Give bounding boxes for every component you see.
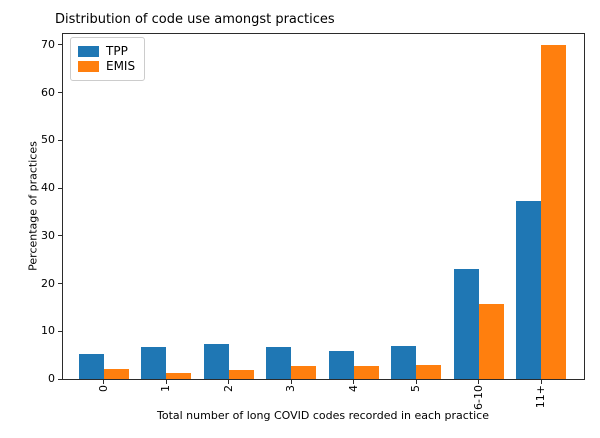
y-tick-label: 40: [41, 181, 55, 195]
y-tick-label: 70: [41, 37, 55, 51]
x-tick-label: 0: [96, 385, 110, 392]
y-tick-mark: [58, 139, 62, 141]
x-tick-label: 11+: [534, 385, 547, 409]
bar-tpp-4: [328, 351, 354, 379]
x-tick-mark: [103, 380, 104, 384]
y-tick-mark: [58, 235, 62, 237]
x-tick-label: 2: [221, 385, 235, 392]
x-tick-mark: [415, 380, 417, 384]
x-tick-label: 4: [346, 385, 360, 392]
y-tick-mark: [58, 92, 62, 94]
x-tick-label: 1: [159, 385, 172, 392]
bar-tpp-1: [141, 347, 166, 379]
y-tick-label: 50: [41, 133, 55, 147]
y-tick-mark: [58, 330, 62, 332]
legend-item-tpp: TPP: [78, 45, 135, 58]
y-tick-mark: [58, 283, 62, 285]
x-tick-mark: [165, 380, 167, 384]
plot-area: [62, 33, 585, 380]
legend: TPP EMIS: [70, 37, 146, 81]
bar-emis-3: [291, 366, 316, 379]
bar-emis-11+: [541, 45, 566, 379]
y-tick-label: 0: [48, 372, 55, 385]
legend-label: TPP: [106, 44, 128, 58]
x-tick-mark: [540, 380, 542, 384]
x-tick-mark: [228, 380, 229, 384]
bar-tpp-0: [78, 354, 104, 379]
chart-title: Distribution of code use amongst practic…: [55, 12, 335, 27]
bar-emis-0: [103, 369, 129, 379]
x-tick-mark: [353, 380, 354, 384]
x-axis-label: Total number of long COVID codes recorde…: [157, 409, 489, 422]
y-tick-mark: [58, 378, 62, 380]
legend-swatch-icon: [78, 46, 99, 57]
bar-emis-6-10: [478, 304, 504, 379]
legend-label: EMIS: [106, 59, 136, 73]
bar-emis-4: [353, 366, 379, 379]
bar-emis-2: [228, 370, 254, 379]
y-tick-label: 60: [41, 85, 55, 99]
y-tick-mark: [58, 187, 62, 189]
x-tick-label: 5: [409, 385, 422, 392]
y-tick-label: 20: [41, 276, 55, 290]
y-tick-label: 10: [41, 324, 55, 338]
legend-swatch-icon: [78, 61, 99, 72]
bar-tpp-3: [266, 347, 291, 379]
y-tick-mark: [58, 44, 62, 46]
x-tick-mark: [478, 380, 479, 384]
bar-tpp-11+: [516, 201, 541, 379]
legend-item-emis: EMIS: [78, 60, 135, 73]
bar-emis-5: [416, 365, 441, 379]
bar-emis-1: [166, 373, 191, 379]
x-tick-mark: [290, 380, 292, 384]
bar-tpp-6-10: [453, 269, 479, 379]
bar-tpp-5: [391, 346, 416, 379]
y-tick-label: 30: [41, 228, 55, 242]
x-tick-label: 6-10: [471, 385, 485, 410]
x-tick-label: 3: [284, 385, 297, 392]
bar-tpp-2: [203, 344, 229, 379]
y-axis-label: Percentage of practices: [26, 141, 40, 271]
